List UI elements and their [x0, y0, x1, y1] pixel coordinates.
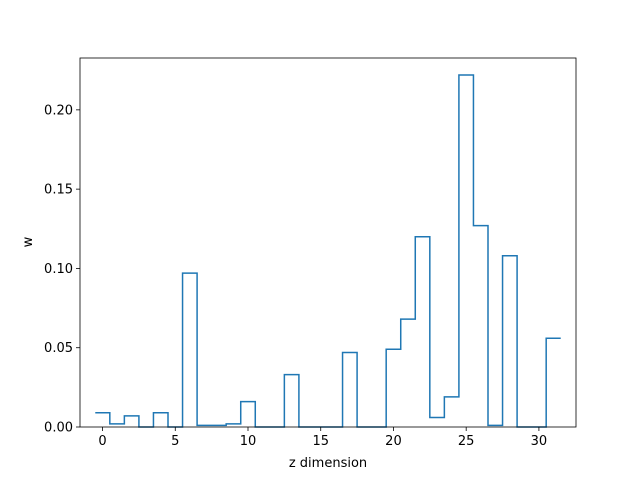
y-tick-label: 0.10 [44, 262, 73, 277]
x-tick-label: 10 [240, 434, 257, 449]
y-axis: 0.00 0.05 0.10 0.15 0.20 [44, 103, 80, 436]
x-tick-label: 30 [531, 434, 548, 449]
x-tick-label: 25 [458, 434, 475, 449]
y-tick-label: 0.20 [44, 103, 73, 118]
y-axis-label: w [21, 236, 36, 247]
x-axis: 0 5 10 15 20 25 30 [98, 427, 547, 449]
y-tick-label: 0.05 [44, 341, 73, 356]
y-tick-label: 0.15 [44, 183, 73, 198]
x-tick-label: 20 [385, 434, 402, 449]
x-axis-label: z dimension [289, 456, 367, 471]
x-tick-label: 15 [312, 434, 329, 449]
x-tick-label: 5 [171, 434, 179, 449]
x-tick-label: 0 [98, 434, 106, 449]
y-tick-label: 0.00 [44, 421, 73, 436]
axes-frame [79, 57, 577, 428]
